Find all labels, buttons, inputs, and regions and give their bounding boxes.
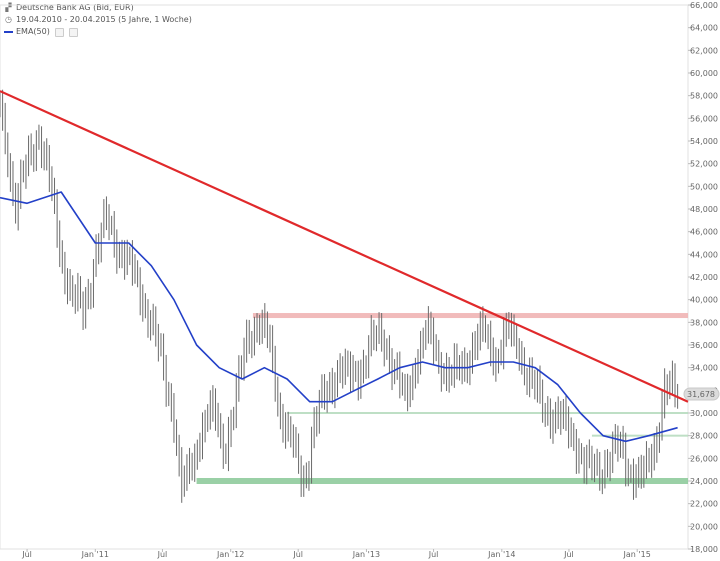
y-tick-label: 20,000 xyxy=(690,522,718,531)
y-tick-label: 60,000 xyxy=(690,69,718,78)
x-tick-label: Jan '11 xyxy=(81,550,109,559)
y-tick-label: 58,000 xyxy=(690,92,718,101)
level-resistance xyxy=(252,313,688,319)
y-tick-label: 54,000 xyxy=(690,137,718,146)
y-tick-label: 38,000 xyxy=(690,318,718,327)
legend-title: Deutsche Bank AG (Bid, EUR) xyxy=(16,3,134,12)
y-tick-label: 44,000 xyxy=(690,250,718,259)
chart-icon: ▞ xyxy=(5,3,12,12)
ema-remove-button[interactable] xyxy=(68,27,78,37)
legend-ema-label[interactable]: EMA(50) xyxy=(16,27,50,36)
price-bars xyxy=(0,89,679,503)
y-tick-label: 62,000 xyxy=(690,46,718,55)
y-tick-label: 64,000 xyxy=(690,24,718,33)
y-tick-label: 46,000 xyxy=(690,228,718,237)
y-tick-label: 42,000 xyxy=(690,273,718,282)
x-axis: Jul Jan '11 Jul Jan '12 Jul Jan '13 Jul Jan '14… xyxy=(21,549,651,559)
trend-line xyxy=(0,90,689,403)
x-tick-label: Jul xyxy=(157,550,168,559)
last-value-pill xyxy=(683,387,720,401)
y-tick-label: 18,000 xyxy=(690,545,718,554)
y-tick-label: 66,000 xyxy=(690,1,718,10)
clock-icon: ◷ xyxy=(5,15,12,24)
y-tick-label: 24,000 xyxy=(690,477,718,486)
y-tick-label: 36,000 xyxy=(690,341,718,350)
y-axis: 18,000 20,000 22,000 24,000 26,000 28,000 30,0… xyxy=(688,1,718,554)
level-lines xyxy=(196,313,689,484)
ema-settings-button[interactable] xyxy=(54,27,64,37)
legend-ema-row[interactable]: EMA(50) xyxy=(4,26,192,38)
level-support xyxy=(287,412,688,414)
y-tick-label: 22,000 xyxy=(690,500,718,509)
ema-line xyxy=(0,191,678,443)
y-tick-label: 56,000 xyxy=(690,114,718,123)
y-tick-label: 28,000 xyxy=(690,432,718,441)
line-icon xyxy=(4,31,13,33)
chart-legend: ▞ Deutsche Bank AG (Bid, EUR) ◷ 19.04.20… xyxy=(4,2,192,38)
y-tick-label: 40,000 xyxy=(690,296,718,305)
x-tick-label: Jan '12 xyxy=(216,550,244,559)
x-tick-label: Jan '15 xyxy=(623,550,651,559)
y-tick-label: 34,000 xyxy=(690,364,718,373)
level-support xyxy=(591,434,688,437)
y-tick-label: 30,000 xyxy=(690,409,718,418)
last-value-label: 31,678 xyxy=(687,390,715,399)
legend-title-row: ▞ Deutsche Bank AG (Bid, EUR) xyxy=(4,2,192,14)
x-tick-label: Jan '14 xyxy=(487,550,515,559)
y-tick-label: 52,000 xyxy=(690,160,718,169)
x-tick-label: Jan '13 xyxy=(352,550,380,559)
indicator-lines xyxy=(0,90,689,443)
y-tick-label: 48,000 xyxy=(690,205,718,214)
last-value-badge: 31,678 xyxy=(683,387,720,401)
level-support_strong xyxy=(196,478,689,484)
legend-range-row: ◷ 19.04.2010 - 20.04.2015 (5 Jahre, 1 Wo… xyxy=(4,14,192,26)
x-tick-label: Jul xyxy=(292,550,303,559)
legend-range: 19.04.2010 - 20.04.2015 (5 Jahre, 1 Woch… xyxy=(16,15,192,24)
y-tick-label: 26,000 xyxy=(690,454,718,463)
chart-grid xyxy=(0,4,689,550)
x-tick-label: Jul xyxy=(21,550,32,559)
x-tick-label: Jul xyxy=(428,550,439,559)
y-tick-label: 50,000 xyxy=(690,182,718,191)
plot-frame xyxy=(0,4,689,550)
x-tick-label: Jul xyxy=(563,550,574,559)
